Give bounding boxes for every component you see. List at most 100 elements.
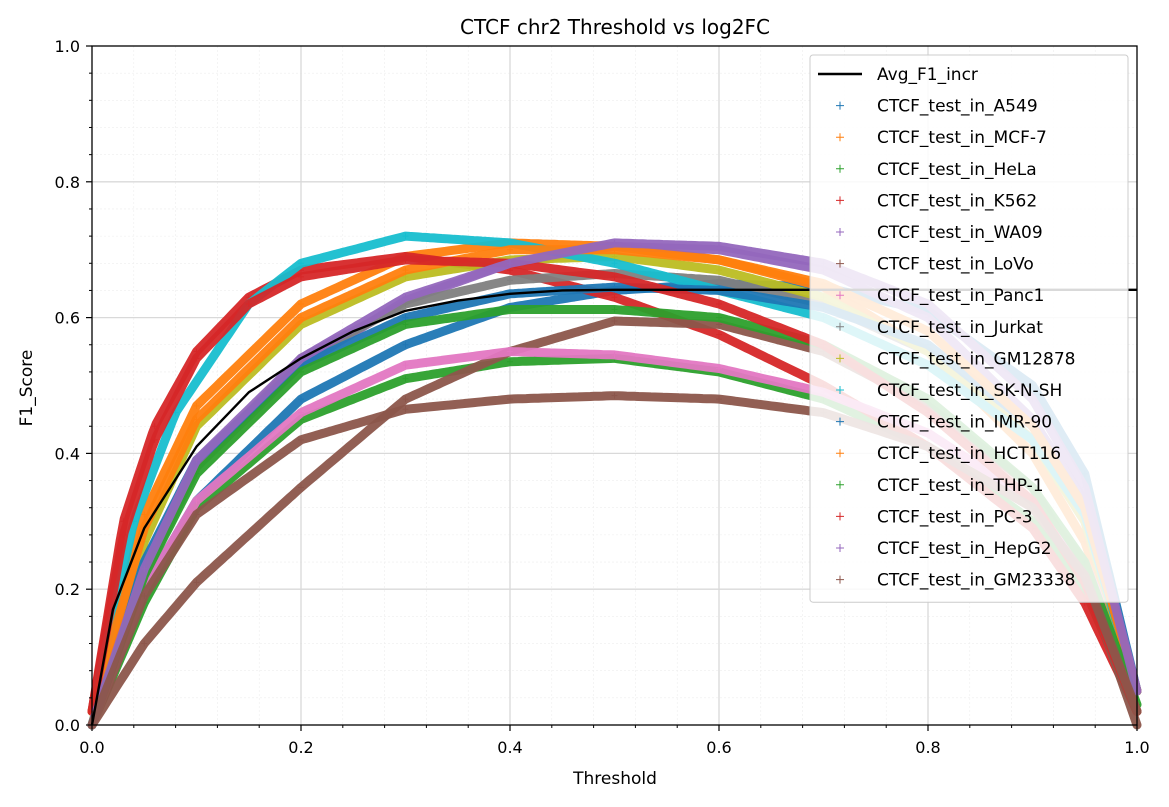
data-point — [716, 277, 722, 284]
legend-swatch-marker — [836, 259, 844, 268]
y-axis-label: F1_Score — [17, 350, 37, 427]
data-point — [193, 355, 200, 362]
legend-swatch-marker — [836, 417, 844, 426]
data-point — [402, 233, 409, 240]
data-point — [193, 497, 200, 504]
chart-title: CTCF chr2 Threshold vs log2FC — [460, 15, 770, 39]
data-point — [716, 243, 722, 250]
legend-swatch-marker — [836, 386, 844, 394]
legend-label: CTCF_test_in_HeLa — [877, 160, 1037, 180]
data-point — [507, 358, 513, 365]
data-point — [507, 277, 513, 284]
data-point — [402, 267, 409, 274]
data-point — [298, 260, 304, 267]
data-point — [141, 592, 148, 599]
x-tick-label: 0.6 — [706, 738, 731, 757]
data-point — [141, 565, 148, 572]
data-point — [611, 246, 618, 253]
data-point — [402, 256, 409, 263]
data-point — [716, 314, 722, 321]
data-point — [298, 314, 304, 321]
legend-swatch-marker — [836, 164, 844, 173]
legend-label: CTCF_test_in_IMR-90 — [877, 413, 1052, 433]
data-point — [402, 396, 409, 403]
y-tick-label: 0.8 — [55, 173, 80, 192]
legend-swatch-marker — [836, 196, 844, 205]
data-point — [716, 301, 722, 308]
data-point — [611, 351, 618, 358]
data-point — [507, 267, 513, 274]
data-point — [298, 436, 304, 443]
data-point — [507, 396, 513, 403]
legend-swatch-marker — [836, 291, 844, 300]
legend-label: Avg_F1_incr — [877, 65, 978, 85]
data-point — [120, 531, 127, 538]
data-point — [716, 331, 722, 338]
data-point — [716, 256, 722, 263]
data-point — [298, 368, 304, 375]
data-point — [507, 260, 513, 267]
data-point — [298, 301, 304, 308]
data-point — [402, 321, 409, 328]
data-point — [611, 392, 618, 399]
data-point — [402, 362, 409, 369]
data-point — [716, 396, 722, 403]
data-point — [193, 457, 200, 464]
data-point — [611, 294, 618, 301]
legend-swatch-marker — [836, 575, 844, 584]
data-point — [245, 301, 252, 308]
data-point — [193, 579, 200, 586]
legend-box — [809, 54, 1129, 603]
x-tick-label: 0.0 — [79, 738, 104, 757]
y-tick-label: 1.0 — [55, 37, 80, 56]
data-point — [298, 484, 304, 491]
legend-swatch-marker — [836, 544, 844, 552]
x-tick-label: 0.8 — [915, 738, 940, 757]
data-point — [193, 416, 200, 423]
legend-label: CTCF_test_in_LoVo — [877, 255, 1034, 275]
axes-frame — [91, 45, 1138, 726]
data-point — [402, 341, 409, 348]
data-point — [141, 640, 148, 647]
legend-label: CTCF_test_in_GM12878 — [877, 349, 1075, 369]
legend: Avg_F1_incr CTCF_test_in_A549 CTCF_test_in… — [809, 54, 1129, 603]
legend-label: CTCF_test_in_A549 — [877, 97, 1038, 117]
data-point — [611, 273, 618, 280]
legend-swatch-marker — [836, 228, 844, 236]
data-point — [193, 511, 200, 518]
legend-swatch-marker — [836, 354, 844, 363]
legend-label: CTCF_test_in_THP-1 — [877, 476, 1044, 496]
data-point — [507, 348, 513, 355]
legend-label: CTCF_test_in_GM23338 — [877, 571, 1075, 591]
x-axis-label: Threshold — [572, 769, 657, 789]
data-point — [611, 317, 618, 324]
data-point — [402, 314, 409, 321]
legend-label: CTCF_test_in_PC-3 — [877, 507, 1033, 527]
legend-label: CTCF_test_in_HepG2 — [877, 539, 1052, 559]
legend-swatch-marker — [836, 512, 844, 521]
data-point — [298, 396, 304, 403]
legend-label: CTCF_test_in_SK-N-SH — [877, 381, 1062, 401]
legend-label: CTCF_test_in_K562 — [877, 191, 1037, 211]
x-tick-label: 0.2 — [288, 738, 313, 757]
axes: 0.0 0.2 0.4 0.6 0.8 1.0 0.0 0.2 0.4 0.6 0.8 1.0 — [55, 37, 1150, 757]
data-point — [507, 246, 513, 253]
legend-swatch-marker — [836, 480, 844, 489]
y-tick-label: 0.2 — [55, 580, 80, 599]
x-tick-label: 0.4 — [497, 738, 522, 757]
data-point — [402, 375, 409, 382]
data-point — [193, 402, 200, 409]
data-point — [716, 321, 722, 328]
data-point — [716, 267, 722, 274]
legend-label: CTCF_test_in_HCT116 — [877, 444, 1061, 464]
legend-swatch-marker — [836, 449, 844, 458]
data-point — [298, 273, 304, 280]
data-point — [716, 365, 722, 372]
y-tick-label: 0.0 — [55, 716, 80, 735]
legend-label: CTCF_test_in_WA09 — [877, 223, 1043, 243]
data-point — [151, 436, 158, 443]
data-point — [402, 294, 409, 301]
data-point — [611, 239, 618, 246]
